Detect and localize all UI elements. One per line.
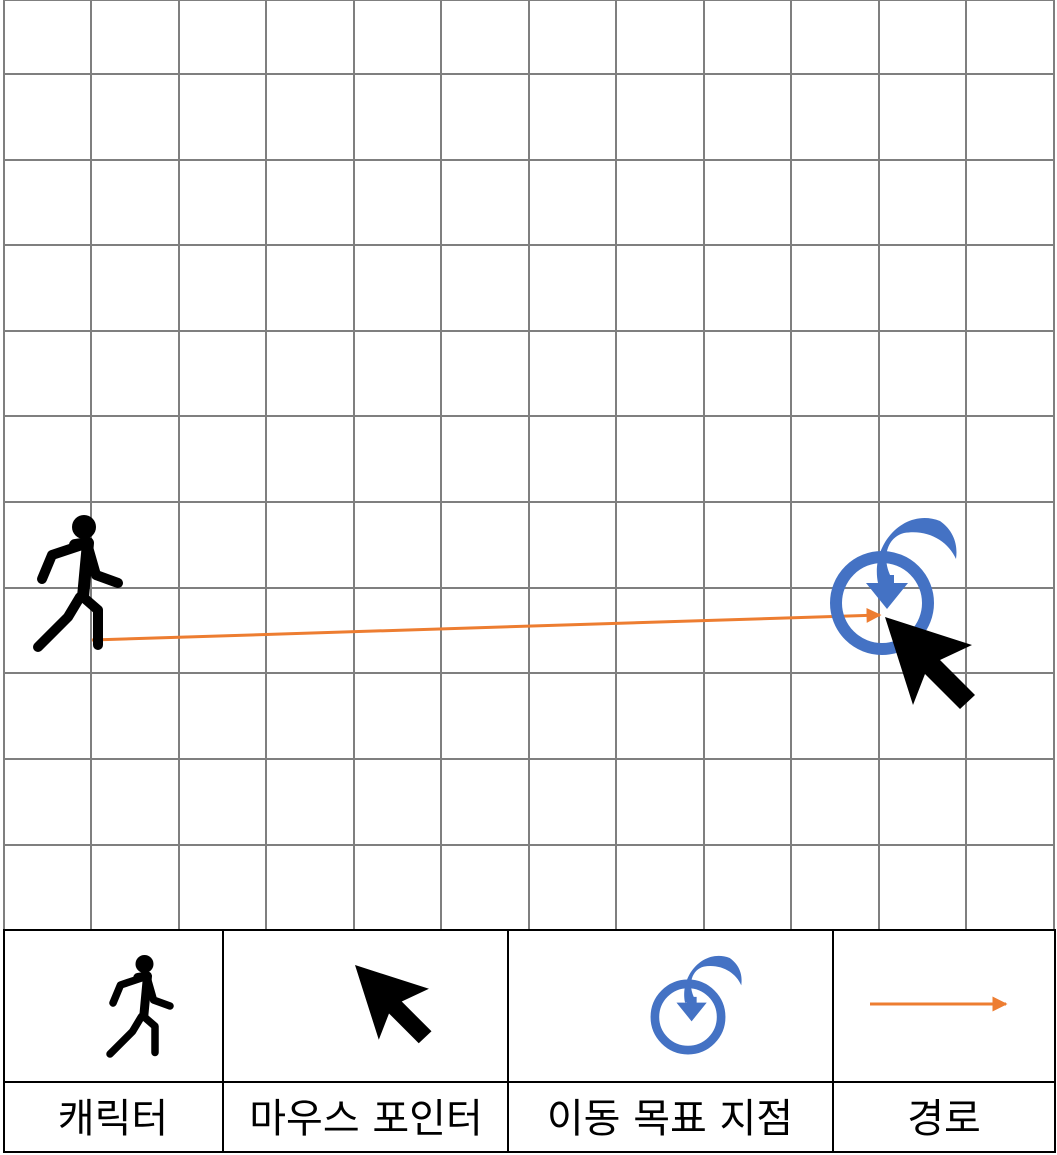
map-grid [3, 0, 1055, 931]
legend-move-target-icon [655, 956, 742, 1050]
legend-label-path: 경로 [907, 1096, 981, 1142]
legend-label-character: 캐릭터 [58, 1096, 168, 1142]
mouse-pointer-icon [885, 617, 975, 709]
legend-label-mouse-pointer: 마우스 포인터 [249, 1096, 483, 1142]
character-icon [38, 515, 118, 647]
legend-table [3, 929, 1056, 1153]
legend-label-move-target: 이동 목표 지점 [547, 1096, 793, 1142]
legend-walking-person-icon [110, 955, 170, 1054]
legend-mouse-pointer-icon [355, 965, 432, 1044]
path-line [91, 607, 882, 642]
